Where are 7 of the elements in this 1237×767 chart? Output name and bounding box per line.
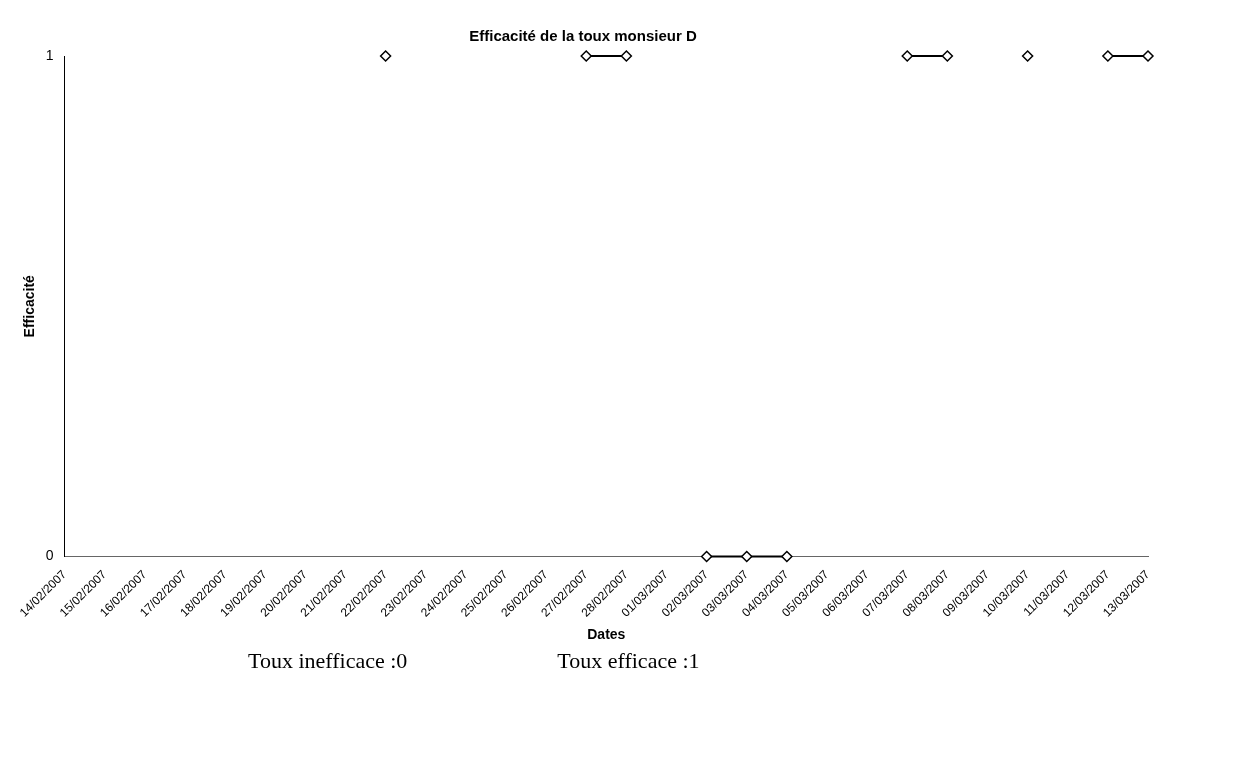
text: Toux inefficace :0 [248,648,408,674]
text: Toux efficace :1 [557,648,700,674]
y-tick-label: 0 [45,547,54,564]
y-tick-label: 1 [45,46,54,63]
chart-title: Efficacité de la toux monsieur D [469,27,697,45]
x-axis-title: Dates [587,626,626,643]
y-axis-title: Efficacité [21,274,38,338]
